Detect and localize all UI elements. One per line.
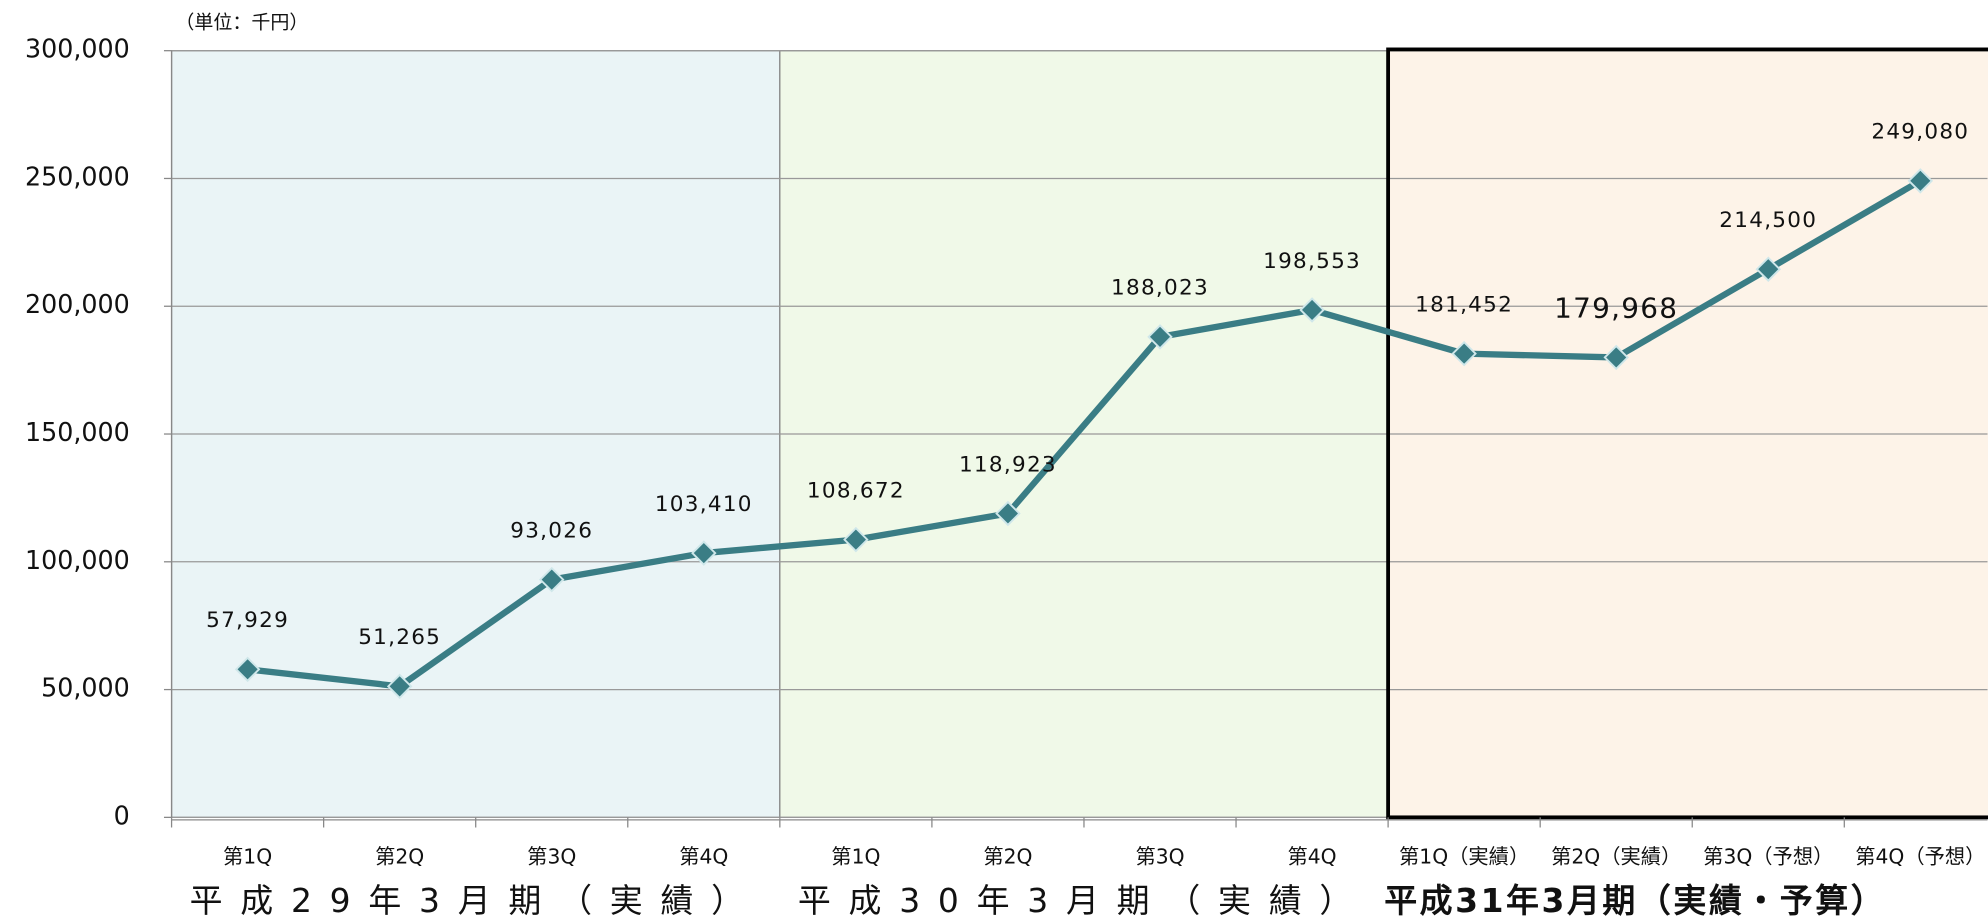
series-line — [247, 178, 1922, 690]
x-tick-label: 第4Q — [679, 844, 728, 868]
x-tick-label: 第3Q — [1135, 844, 1184, 868]
group-label: 平成30年3月期（実績） — [798, 881, 1370, 920]
group-border — [1386, 47, 1988, 820]
x-tick-label: 第4Q — [1288, 844, 1337, 868]
group-label: 平成31年3月期（実績・予算） — [1384, 881, 1886, 920]
y-tick-label: 150,000 — [25, 417, 130, 447]
data-point — [538, 566, 565, 593]
data-point — [1299, 297, 1325, 323]
data-point — [1451, 340, 1477, 367]
data-label: 181,452 — [1415, 292, 1513, 317]
data-label: 51,265 — [358, 625, 441, 650]
x-tick-label: 第2Q — [983, 844, 1032, 868]
data-point — [1755, 256, 1782, 282]
data-point — [386, 673, 413, 700]
x-tick-label: 第2Q（実績） — [1551, 844, 1681, 868]
data-label: 249,080 — [1871, 120, 1969, 145]
x-tick-label: 第3Q（予想） — [1703, 844, 1833, 868]
data-point — [995, 500, 1021, 527]
data-point — [843, 526, 869, 553]
data-label: 93,026 — [510, 518, 593, 543]
data-point — [691, 540, 717, 566]
x-tick-label: 第1Q（実績） — [1399, 844, 1529, 868]
y-tick-label: 0 — [114, 800, 130, 830]
y-tick-label: 300,000 — [25, 34, 130, 64]
y-tick-label: 200,000 — [25, 289, 130, 319]
x-tick-label: 第2Q — [375, 844, 424, 868]
x-tick-label: 第3Q — [527, 844, 576, 868]
data-label: 108,672 — [807, 478, 905, 503]
data-label: 179,968 — [1554, 291, 1678, 324]
data-label: 198,553 — [1263, 249, 1361, 274]
x-tick-label: 第1Q — [223, 844, 272, 868]
y-tick-label: 250,000 — [25, 161, 130, 191]
data-label: 188,023 — [1111, 276, 1209, 301]
unit-label: （単位：千円） — [175, 11, 308, 33]
data-point — [1907, 168, 1934, 194]
data-point — [1603, 344, 1629, 371]
x-tick-label: 第1Q — [831, 844, 880, 868]
data-label: 103,410 — [655, 492, 753, 517]
data-label: 57,929 — [206, 608, 289, 633]
x-tick-label: 第4Q（予想） — [1855, 844, 1985, 868]
data-label: 118,923 — [959, 452, 1057, 477]
data-point — [1147, 324, 1173, 350]
y-tick-label: 100,000 — [25, 545, 130, 575]
data-label: 214,500 — [1719, 208, 1817, 233]
y-tick-label: 50,000 — [41, 673, 130, 703]
group-label: 平成29年3月期（実績） — [190, 881, 762, 920]
data-point — [234, 656, 261, 683]
